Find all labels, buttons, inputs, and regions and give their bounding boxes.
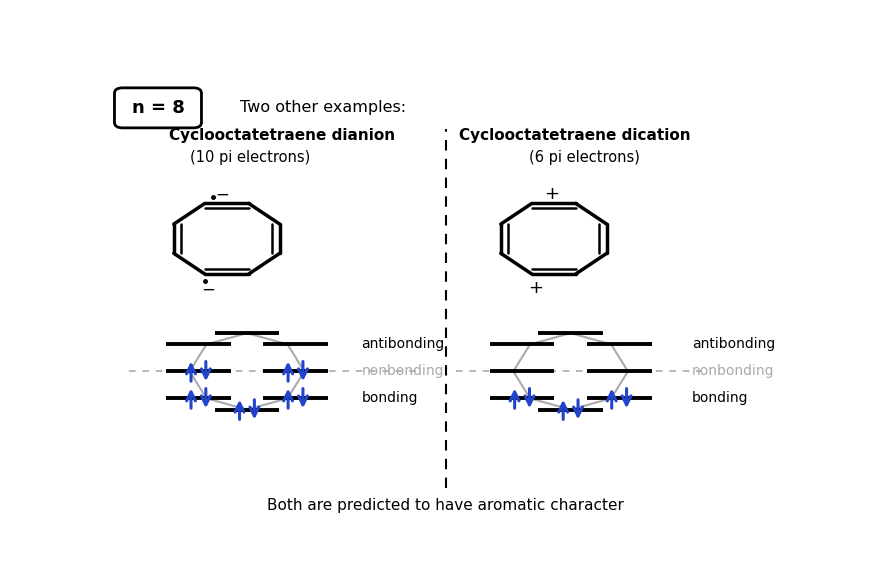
Text: Cyclooctatetraene dianion: Cyclooctatetraene dianion <box>169 128 395 142</box>
Text: n = 8: n = 8 <box>131 99 184 117</box>
Text: bonding: bonding <box>362 391 418 405</box>
Text: $-$: $-$ <box>215 185 229 203</box>
Text: antibonding: antibonding <box>362 338 444 352</box>
Text: (10 pi electrons): (10 pi electrons) <box>190 150 310 165</box>
FancyBboxPatch shape <box>115 88 202 128</box>
Text: $+$: $+$ <box>544 185 559 203</box>
Text: nonbonding: nonbonding <box>362 364 443 378</box>
Text: antibonding: antibonding <box>691 338 774 352</box>
Text: bonding: bonding <box>691 391 747 405</box>
Text: Two other examples:: Two other examples: <box>240 100 406 116</box>
Text: Cyclooctatetraene dication: Cyclooctatetraene dication <box>459 128 690 142</box>
Text: Both are predicted to have aromatic character: Both are predicted to have aromatic char… <box>267 498 624 513</box>
Text: $+$: $+$ <box>527 279 542 297</box>
Text: $-$: $-$ <box>201 279 215 297</box>
Text: nonbonding: nonbonding <box>691 364 773 378</box>
Text: (6 pi electrons): (6 pi electrons) <box>528 150 639 165</box>
